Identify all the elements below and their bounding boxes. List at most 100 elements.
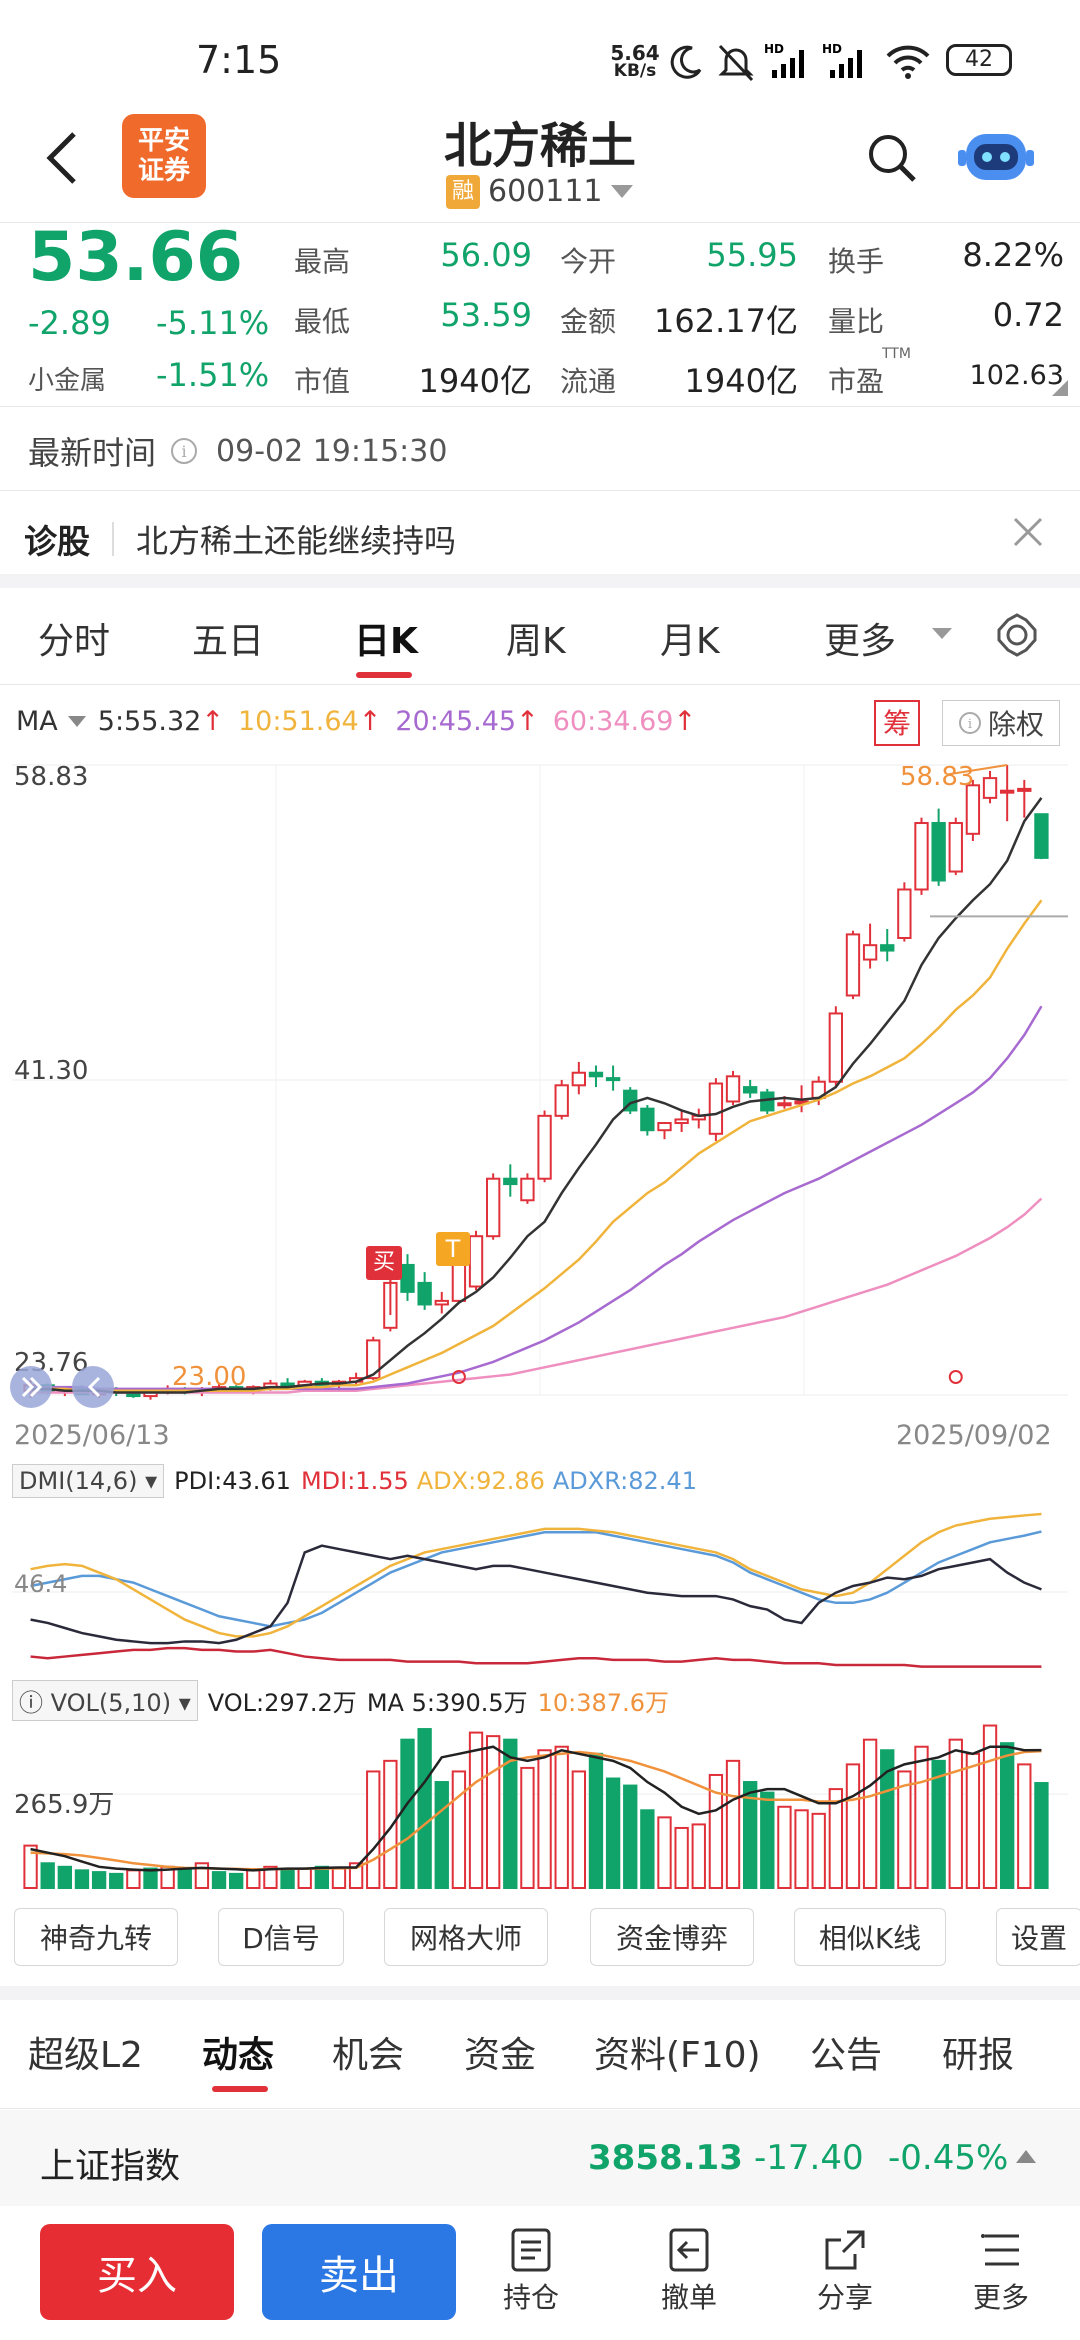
kline-chart[interactable] (0, 755, 1080, 1415)
index-ticker[interactable] (0, 2110, 1080, 2206)
high-value: 56.09 (440, 236, 532, 274)
candle-body-31 (554, 1084, 569, 1117)
candle-body-38 (674, 1118, 689, 1125)
dmi-ref-label: 46.4 (14, 1570, 68, 1598)
subtab-f10[interactable]: 资料(F10) (594, 2035, 761, 2076)
volume-chart[interactable] (0, 1712, 1080, 1892)
vol-bar-1 (40, 1862, 55, 1889)
tab-daily-k[interactable]: 日K (354, 621, 418, 662)
high-label: 最高 (294, 245, 351, 278)
candle-body-20 (366, 1339, 381, 1380)
sell-button[interactable]: 卖出 (262, 2224, 456, 2320)
candle-39 (691, 1108, 706, 1129)
subtab-announce[interactable]: 公告 (810, 2035, 883, 2076)
subtab-research[interactable]: 研报 (942, 2035, 1015, 2076)
vol-indicator-selector[interactable]: ⓘ VOL(5,10) ▾ (12, 1680, 198, 1721)
diagnose-banner[interactable]: 诊股 北方稀土还能继续持吗 (24, 510, 456, 568)
vol-bar-22 (400, 1738, 415, 1889)
max-price-marker: 58.83 (900, 762, 975, 792)
ma-dropdown-icon[interactable] (67, 715, 86, 728)
tab-monthly-k[interactable]: 月K (660, 621, 720, 662)
svg-text:i: i (968, 717, 972, 732)
tool-magic-nine[interactable]: 神奇九转 (14, 1908, 178, 1966)
tool-grid-master[interactable]: 网格大师 (384, 1908, 548, 1966)
candle-47 (828, 1006, 844, 1088)
candle-34 (605, 1065, 621, 1091)
candle-37 (657, 1122, 672, 1140)
t-signal-marker[interactable]: T (436, 1232, 470, 1266)
hold-tab[interactable]: 持仓 (490, 2228, 572, 2316)
candle-20 (366, 1336, 381, 1380)
share-tab[interactable]: 分享 (804, 2228, 886, 2316)
vol-bar-30 (537, 1749, 552, 1889)
candle-38 (674, 1110, 689, 1133)
scroll-arrows-icon[interactable] (8, 1364, 116, 1410)
expand-up-icon[interactable] (1016, 2150, 1036, 2164)
candle-body-26 (468, 1235, 484, 1288)
candle-body-33 (588, 1071, 604, 1078)
sector-pct: -1.51% (156, 356, 270, 394)
tool-d-signal[interactable]: D信号 (218, 1908, 344, 1966)
chip-distribution-button[interactable]: 筹 (874, 700, 920, 746)
subtab-chance[interactable]: 机会 (332, 2035, 405, 2076)
candle-body-40 (708, 1082, 724, 1135)
vol-bar-52 (914, 1745, 929, 1889)
stock-code-selector[interactable]: 融 600111 (446, 174, 633, 209)
buy-button[interactable]: 买入 (40, 2224, 234, 2320)
vol-bar-23 (417, 1728, 432, 1890)
index-pct: -0.45% (888, 2138, 1009, 2178)
moon-icon (670, 45, 702, 79)
active-subtab-indicator (212, 2086, 268, 2092)
candle-body-53 (931, 822, 946, 882)
scroll-left-handle[interactable] (8, 1364, 116, 1410)
event-marker-1 (948, 1370, 963, 1384)
candle-body-27 (485, 1177, 501, 1238)
back-arrow-icon[interactable] (44, 130, 80, 186)
chevron-down-icon (610, 184, 633, 198)
ma-label[interactable]: MA (16, 706, 58, 737)
low-label: 最低 (294, 305, 351, 338)
info-icon[interactable]: i (170, 437, 198, 465)
vol-legend: ⓘ VOL(5,10) ▾ VOL:297.2万 MA 5:390.5万 10:… (12, 1680, 669, 1721)
vol-ref-label: 265.9万 (14, 1790, 115, 1820)
vol-bar-17 (314, 1865, 330, 1890)
candle-56 (982, 770, 998, 804)
vol-bar-47 (828, 1788, 844, 1889)
tab-weekly-k[interactable]: 周K (506, 621, 566, 662)
dmi-chart[interactable] (0, 1496, 1080, 1676)
sector-name[interactable]: 小金属 (28, 366, 107, 396)
subtab-news[interactable]: 动态 (202, 2035, 275, 2076)
tool-similar-k[interactable]: 相似K线 (794, 1908, 946, 1966)
candle-body-42 (742, 1086, 758, 1094)
index-value: 3858.13 (588, 2138, 743, 2178)
vol-ma5-line (30, 1745, 1042, 1872)
search-icon[interactable] (866, 132, 918, 184)
close-icon[interactable] (1012, 516, 1044, 548)
candle-body-28 (503, 1177, 518, 1186)
cancel-order-tab[interactable]: 撤单 (648, 2228, 730, 2316)
subtab-l2[interactable]: 超级L2 (28, 2035, 143, 2076)
wifi-icon (886, 45, 930, 79)
adjust-button[interactable]: i 除权 (942, 700, 1060, 746)
float-value: 1940亿 (684, 362, 798, 400)
tab-more[interactable]: 更多 (824, 621, 897, 662)
ma5-value: 5:55.32 (97, 706, 202, 737)
tool-fund-game[interactable]: 资金博弈 (590, 1908, 754, 1966)
more-tab[interactable]: 更多 (960, 2228, 1042, 2316)
ma10-line (30, 899, 1043, 1392)
tool-settings[interactable]: 设置 (996, 1908, 1080, 1966)
candle-40 (708, 1078, 724, 1141)
vol-bar-31 (554, 1745, 569, 1889)
ma20-line (30, 1005, 1043, 1391)
tab-intraday[interactable]: 分时 (38, 621, 111, 662)
undo-order-icon (669, 2228, 709, 2272)
tab-five-day[interactable]: 五日 (192, 621, 265, 662)
vol-bar-26 (468, 1731, 484, 1889)
expand-corner-icon[interactable] (1052, 380, 1068, 396)
settings-gear-icon[interactable] (994, 612, 1040, 658)
subtab-fund[interactable]: 资金 (464, 2035, 537, 2076)
ai-robot-icon[interactable] (958, 122, 1034, 190)
buy-signal-marker[interactable]: 买 (366, 1246, 402, 1280)
dmi-indicator-selector[interactable]: DMI(14,6) ▾ (12, 1464, 165, 1498)
index-name: 上证指数 (40, 2147, 181, 2187)
